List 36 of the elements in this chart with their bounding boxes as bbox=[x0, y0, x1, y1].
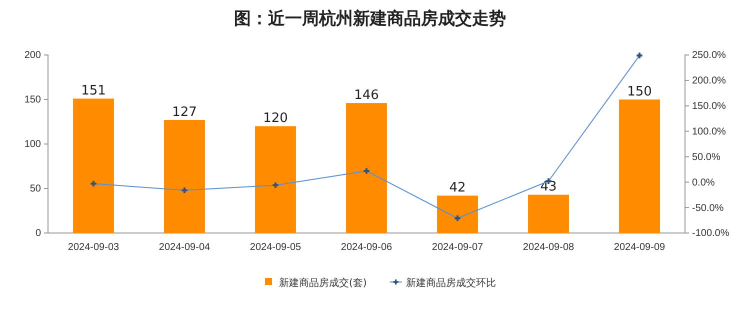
bar bbox=[346, 103, 387, 233]
y-tick-label: 50 bbox=[30, 184, 42, 195]
data-label: 120 bbox=[263, 111, 288, 126]
y-tick-label: 150 bbox=[24, 94, 42, 106]
y2-tick-label: 50.0% bbox=[692, 152, 720, 163]
y-tick-label: 100 bbox=[24, 139, 42, 150]
x-tick-label: 2024-09-08 bbox=[522, 242, 575, 254]
y2-tick-label: -100.0% bbox=[692, 228, 730, 240]
y-tick-label: 0 bbox=[35, 228, 42, 240]
y-tick-label: 200 bbox=[24, 50, 42, 62]
bar bbox=[255, 126, 296, 233]
x-tick-label: 2024-09-04 bbox=[158, 242, 211, 254]
bar bbox=[437, 196, 478, 233]
data-label: 150 bbox=[627, 84, 652, 100]
legend-label: 新建商品房成交(套) bbox=[279, 277, 367, 289]
y2-tick-label: -50.0% bbox=[692, 202, 724, 214]
legend-label: 新建商品房成交环比 bbox=[406, 277, 496, 289]
y2-tick-label: 150.0% bbox=[692, 101, 726, 112]
data-label: 42 bbox=[449, 180, 466, 196]
bar bbox=[73, 98, 114, 233]
bar bbox=[164, 120, 205, 233]
y2-tick-label: 0.0% bbox=[692, 177, 715, 188]
x-tick-label: 2024-09-06 bbox=[340, 242, 393, 254]
bar bbox=[619, 100, 660, 233]
chart-title: 图：近一周杭州新建商品房成交走势 bbox=[234, 9, 506, 29]
bar bbox=[528, 194, 569, 233]
y2-tick-label: 100.0% bbox=[692, 126, 726, 138]
data-label: 127 bbox=[172, 104, 197, 120]
x-tick-label: 2024-09-07 bbox=[432, 242, 484, 254]
y2-tick-label: 250.0% bbox=[692, 50, 726, 62]
y2-tick-label: 200.0% bbox=[692, 76, 726, 87]
x-tick-label: 2024-09-05 bbox=[250, 242, 302, 254]
x-tick-label: 2024-09-09 bbox=[614, 242, 666, 254]
x-tick-label: 2024-09-03 bbox=[68, 242, 120, 254]
data-label: 146 bbox=[354, 88, 379, 104]
data-label: 151 bbox=[81, 84, 106, 99]
